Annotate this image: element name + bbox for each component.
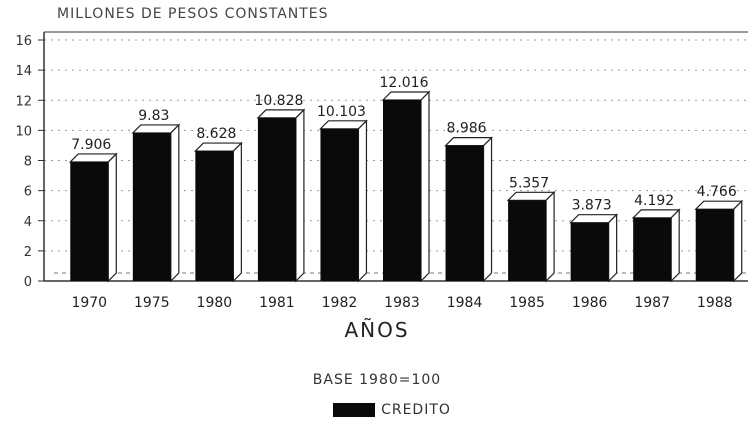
x-tick-label: 1988 (697, 295, 733, 311)
bar (320, 128, 359, 281)
y-tick-label: 14 (15, 64, 32, 79)
bar (132, 132, 171, 281)
x-tick-label: 1987 (634, 295, 670, 311)
x-tick-label: 1984 (447, 295, 483, 311)
data-label: 10.103 (317, 104, 366, 120)
data-label: 8.986 (446, 121, 486, 137)
legend-swatch (333, 403, 376, 417)
y-tick-label: 12 (15, 94, 32, 109)
bars (68, 90, 744, 283)
bar (70, 161, 109, 281)
bar-side (482, 136, 493, 283)
bar (383, 100, 421, 281)
data-label: 3.873 (572, 198, 612, 214)
legend-label: CREDITO (381, 402, 451, 418)
bar-side (608, 213, 618, 283)
bar-side (170, 123, 180, 283)
bar (445, 145, 484, 281)
bar-side (232, 141, 242, 283)
y-tick-label: 2 (24, 245, 32, 260)
bar-chart: 7.906 9.83 8.628 10.828 10.103 12.016 8.986 5.3… (15, 31, 748, 311)
y-tick-label: 8 (24, 155, 32, 170)
x-tick-label: 1975 (134, 295, 170, 311)
bar-side (357, 119, 368, 283)
bar (195, 151, 234, 281)
data-label: 10.828 (254, 93, 303, 109)
bar (570, 222, 609, 281)
legend: CREDITO (0, 402, 754, 418)
x-tick-labels: 1970 1975 1980 1981 1982 1983 1984 1985 1986 1987… (71, 295, 732, 311)
base-note: BASE 1980=100 (312, 372, 442, 388)
data-label: 5.357 (509, 175, 549, 191)
y-tick-labels: 0 2 4 6 8 10 12 14 16 (15, 34, 32, 290)
data-labels: 7.906 9.83 8.628 10.828 10.103 12.016 8.986 5.3… (71, 75, 737, 214)
chart-title: MILLONES DE PESOS CONSTANTES (57, 6, 329, 22)
bar-side (420, 90, 430, 283)
x-axis-label: AÑOS (344, 318, 410, 342)
data-label: 8.628 (196, 126, 236, 142)
y-tick-label: 16 (15, 34, 32, 49)
x-tick-label: 1980 (197, 295, 233, 311)
data-label: 7.906 (71, 137, 111, 153)
y-tick-label: 0 (24, 275, 32, 290)
bar-side (545, 190, 555, 283)
data-label: 4.192 (634, 193, 674, 209)
bar (257, 117, 296, 281)
x-tick-label: 1985 (509, 295, 545, 311)
bar-side (295, 108, 305, 283)
y-tick-label: 10 (15, 124, 32, 139)
data-label: 4.766 (697, 184, 737, 200)
data-label: 12.016 (380, 75, 429, 91)
bar (695, 209, 734, 281)
x-tick-label: 1970 (71, 295, 107, 311)
x-tick-label: 1986 (572, 295, 608, 311)
bar-side (670, 208, 680, 283)
data-label: 9.83 (138, 108, 169, 124)
bar (508, 200, 547, 281)
bar (633, 217, 672, 281)
bar-side (733, 199, 743, 283)
y-tick-label: 4 (24, 215, 32, 230)
y-tick-label: 6 (24, 185, 32, 200)
bar-side (107, 152, 117, 283)
x-tick-label: 1981 (259, 295, 295, 311)
x-tick-label: 1983 (384, 295, 420, 311)
x-tick-label: 1982 (322, 295, 358, 311)
